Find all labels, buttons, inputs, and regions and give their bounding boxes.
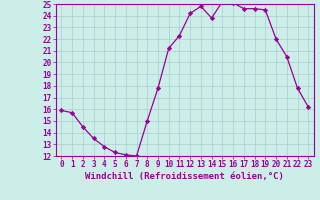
X-axis label: Windchill (Refroidissement éolien,°C): Windchill (Refroidissement éolien,°C) — [85, 172, 284, 181]
